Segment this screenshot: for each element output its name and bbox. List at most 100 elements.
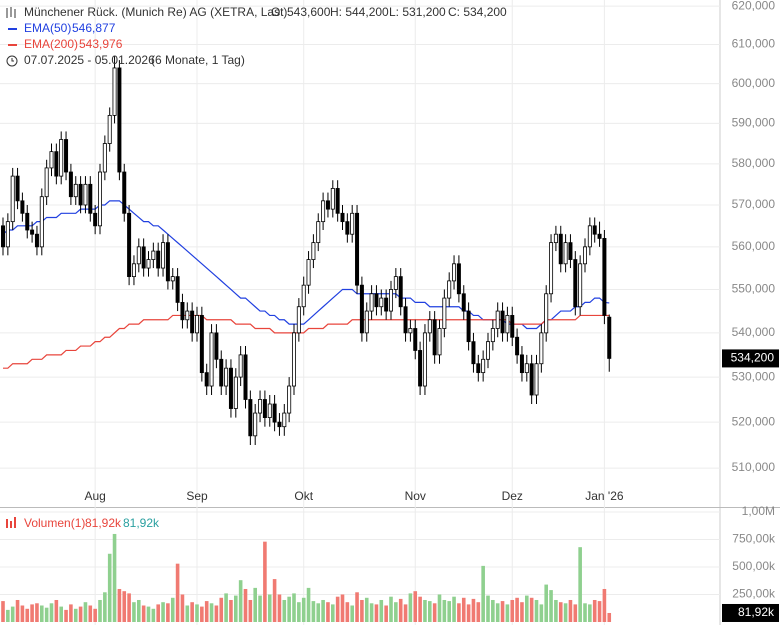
volume-legend-value: 81,92k	[123, 516, 160, 530]
candle-body	[471, 341, 476, 365]
volume-bar	[432, 603, 437, 622]
volume-bar	[234, 595, 238, 622]
volume-bar	[471, 598, 476, 622]
volume-bar	[500, 601, 505, 622]
candle-body	[403, 306, 408, 334]
volume-bar	[132, 602, 136, 622]
candle-body	[442, 297, 447, 329]
x-tick-label: Sep	[186, 489, 208, 503]
volume-tick-label: 500,00k	[732, 559, 776, 573]
volume-bar	[93, 608, 97, 622]
volume-bar	[583, 603, 587, 622]
candle-body	[5, 221, 10, 248]
candle-body	[364, 310, 369, 334]
candle-body	[325, 200, 330, 210]
volume-bar	[534, 599, 539, 622]
candle-body	[112, 67, 117, 116]
volume-bar	[384, 605, 388, 622]
candle-body	[30, 229, 35, 235]
candle-body	[180, 302, 185, 321]
price-tag	[722, 349, 779, 368]
volume-bar	[73, 608, 78, 622]
candle-body	[262, 399, 267, 418]
ohlc-label: O: 543,600	[271, 5, 331, 19]
volume-tick-label: 250,00k	[732, 587, 776, 601]
y-tick-label: 590,000	[732, 116, 776, 130]
volume-bar	[219, 597, 224, 622]
candle-body	[156, 250, 161, 269]
volume-bar	[607, 612, 612, 622]
volume-bar	[54, 599, 59, 622]
volume-bar	[83, 602, 88, 622]
volume-bar	[248, 599, 253, 622]
volume-bar	[204, 601, 209, 622]
candle-body	[267, 403, 272, 418]
volume-bar	[15, 599, 20, 622]
volume-bar	[360, 599, 364, 622]
candle-body	[170, 276, 175, 282]
candle-body	[437, 328, 442, 356]
volume-bar	[418, 596, 422, 622]
candle-body	[330, 188, 335, 210]
volume-bar	[6, 609, 10, 622]
volume-bar	[267, 594, 272, 622]
legend-label: EMA(200)	[24, 37, 78, 51]
candle-body	[539, 332, 544, 365]
candle-body	[408, 328, 413, 334]
candle-body	[83, 183, 88, 206]
candle-body	[199, 315, 204, 374]
volume-bar	[510, 599, 515, 622]
volume-bar	[1, 601, 5, 622]
candle-body	[476, 363, 481, 374]
volume-tag-label: 81,92k	[738, 605, 775, 619]
volume-bar	[573, 604, 578, 622]
volume-bar	[209, 603, 214, 622]
volume-bar	[107, 553, 112, 622]
volume-bar	[331, 604, 335, 622]
candle-body	[306, 259, 311, 286]
candle-body	[296, 306, 301, 334]
candle-body	[93, 212, 98, 227]
candle-body	[369, 293, 374, 312]
volume-bar	[481, 565, 485, 622]
volume-bar	[374, 604, 379, 622]
candle-body	[277, 421, 282, 428]
candle-body	[49, 151, 54, 169]
volume-bar	[491, 599, 495, 622]
volume-bar	[597, 601, 602, 622]
volume-bar	[195, 604, 199, 622]
legend-value: 546,877	[72, 21, 116, 35]
candle-body	[219, 358, 224, 387]
legend-swatch	[8, 44, 17, 46]
volume-bar	[437, 594, 442, 622]
volume-bar	[520, 602, 524, 622]
candle-body	[597, 233, 602, 239]
chart-icon	[6, 7, 16, 18]
volume-bar	[161, 602, 165, 622]
volume-bar	[355, 592, 359, 622]
candle-body	[64, 139, 69, 173]
candle-body	[422, 332, 427, 387]
candle-body	[146, 259, 151, 269]
candle-body	[466, 310, 471, 343]
candle-body	[592, 225, 597, 235]
candle-body	[204, 372, 209, 387]
candle-body	[185, 310, 190, 321]
candle-body	[272, 403, 277, 423]
volume-bar	[185, 605, 190, 622]
volume-bar	[602, 588, 607, 622]
candle-body	[59, 139, 64, 177]
candle-body	[568, 242, 573, 260]
candle-body	[25, 212, 30, 231]
candle-body	[39, 196, 44, 248]
volume-bar	[297, 602, 301, 622]
x-tick-label: Dez	[502, 489, 523, 503]
candle-body	[238, 354, 243, 378]
candle-body	[10, 175, 15, 223]
volume-tag	[722, 603, 779, 622]
candle-body	[418, 350, 423, 387]
candle-body	[544, 293, 549, 334]
candle-body	[291, 332, 296, 387]
